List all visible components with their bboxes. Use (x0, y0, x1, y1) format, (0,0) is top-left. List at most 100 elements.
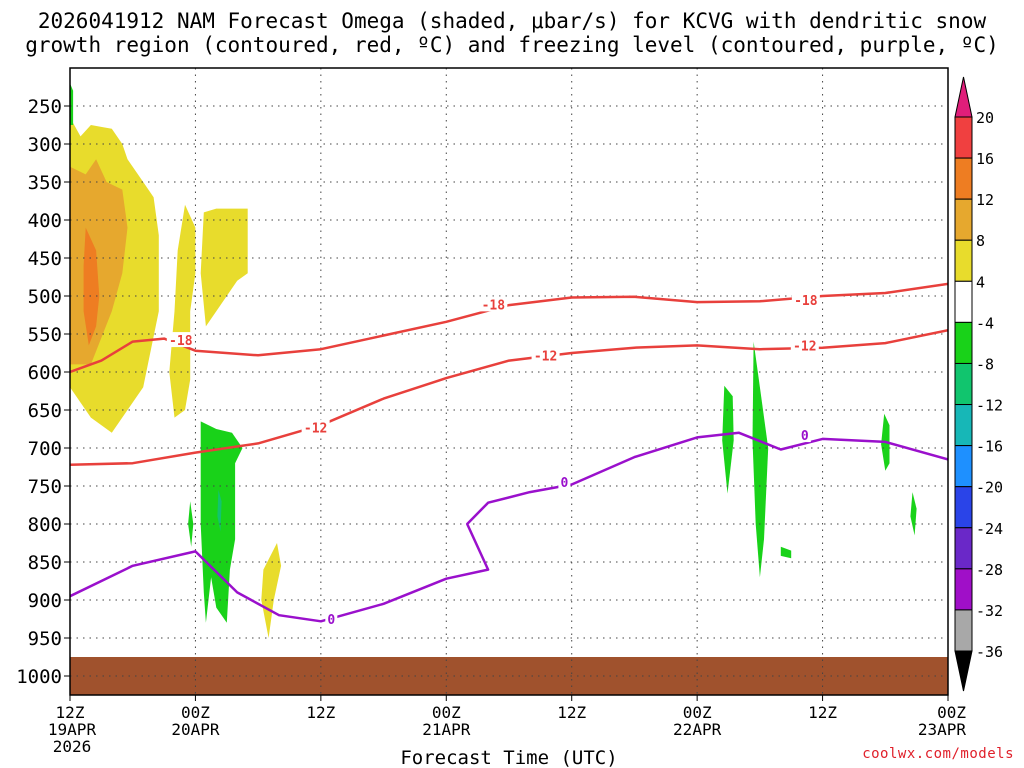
colorbar-label-1: 16 (976, 150, 994, 168)
y-tick-label-250: 250 (28, 96, 62, 118)
colorbar-bin-9 (954, 486, 973, 529)
contour-label-7: 0 (560, 476, 568, 491)
contour-label-8: 0 (801, 429, 809, 444)
contour-label-2: -18 (794, 294, 818, 309)
contour-label-5: -12 (793, 339, 816, 354)
y-tick-label-950: 950 (28, 628, 62, 650)
title-line-1: 2026041912 NAM Forecast Omega (shaded, μ… (37, 9, 987, 33)
grid (70, 68, 948, 695)
shade-omega-4-to-8-mid (169, 204, 196, 418)
x-tick-label-1-1: 00Z (181, 703, 210, 722)
x-tick-label-5-2: 22APR (673, 720, 722, 739)
shaded-omega-layer (70, 83, 917, 638)
x-tick-label-7-2: 23APR (918, 720, 967, 739)
colorbar-label-3: 8 (976, 232, 985, 250)
colorbar-bin-4 (954, 280, 973, 323)
x-tick-label-2-1: 12Z (306, 703, 335, 722)
contour-label-6: 0 (327, 613, 335, 628)
x-tick-label-6-1: 12Z (808, 703, 837, 722)
x-tick-label-3-2: 21APR (422, 720, 471, 739)
y-tick-label-550: 550 (28, 324, 62, 346)
y-tick-label-850: 850 (28, 552, 62, 574)
y-tick-label-750: 750 (28, 476, 62, 498)
colorbar-label-5: -4 (976, 314, 994, 332)
ground-surface (70, 657, 948, 695)
y-tick-label-600: 600 (28, 362, 62, 384)
contour-18-isotherm (70, 282, 948, 374)
contour-label-3: -12 (304, 421, 327, 436)
colorbar-bin-10 (954, 527, 973, 570)
y-tick-label-300: 300 (28, 134, 62, 156)
colorbar-top-arrow (954, 76, 973, 118)
colorbar-bin-12 (954, 609, 973, 652)
x-tick-label-7-1: 00Z (937, 703, 966, 722)
contour-freezing-level-0 (70, 431, 948, 623)
contour-label-bg-7 (558, 474, 571, 490)
shade-omega-12-to-16 (83, 227, 100, 346)
shade-omega-4-to-8-right (200, 208, 248, 327)
colorbar-label-4: 4 (976, 273, 985, 291)
contour-label-4: -12 (534, 349, 557, 364)
colorbar-bin-1 (954, 157, 973, 200)
colorbar-label-10: -24 (976, 520, 1003, 538)
shade-omega-8-to-4-top-left (70, 83, 74, 125)
x-axis-label: Forecast Time (UTC) (400, 747, 617, 768)
ground-layer (70, 657, 948, 695)
colorbar-bin-0 (954, 116, 973, 159)
colorbar-bin-7 (954, 404, 973, 447)
y-tick-label-500: 500 (28, 286, 62, 308)
contour-label-bg-3 (301, 419, 330, 435)
x-tick-label-0-3: 2026 (53, 737, 92, 756)
colorbar-label-9: -20 (976, 479, 1003, 497)
x-tick-label-3-1: 00Z (432, 703, 461, 722)
contour-labels: -18 -18 -18 -12 -12 -12 0 0 0 (166, 291, 820, 628)
shade-omega-8-to-4-b (188, 501, 194, 547)
colorbar-label-2: 12 (976, 191, 994, 209)
y-tick-label-350: 350 (28, 172, 62, 194)
contour-label-bg-5 (790, 337, 819, 353)
contour-label-bg-1 (479, 296, 508, 312)
shade-omega-8-to-4-a (200, 421, 243, 623)
site-credit[interactable]: coolwx.com/models (862, 746, 1014, 762)
colorbar-label-7: -12 (976, 397, 1003, 415)
colorbar-bin-3 (954, 239, 973, 282)
colorbar-label-8: -16 (976, 438, 1003, 456)
shade-omega-8-to-4-g (910, 492, 917, 536)
contour-label-0: -18 (169, 334, 193, 349)
colorbar-bin-5 (954, 321, 973, 364)
contour-label-1: -18 (482, 298, 506, 313)
x-tick-label-0-1: 12Z (56, 703, 85, 722)
x-tick-label-4-1: 12Z (557, 703, 586, 722)
colorbar-label-0: 20 (976, 109, 994, 127)
colorbar-label-6: -8 (976, 355, 994, 373)
shade-omega-4-to-8-lower (261, 543, 282, 638)
contour-label-bg-8 (798, 427, 811, 443)
colorbar-label-13: -36 (976, 643, 1003, 661)
x-tick-label-1-2: 20APR (171, 720, 220, 739)
y-tick-label-800: 800 (28, 514, 62, 536)
y-tick-label-900: 900 (28, 590, 62, 612)
colorbar: 20 16 12 8 4 -4 -8 -12 -16 -20 -24 -28 -32 -36 (954, 76, 1003, 692)
shade-omega-8-to-4-c (722, 385, 734, 494)
shade-omega-8-to-4-d (752, 341, 769, 578)
colorbar-label-12: -32 (976, 602, 1003, 620)
y-tick-label-400: 400 (28, 210, 62, 232)
colorbar-label-11: -28 (976, 561, 1003, 579)
colorbar-bin-11 (954, 568, 973, 611)
title-line-2: growth region (contoured, red, ºC) and f… (25, 33, 999, 57)
y-tick-label-700: 700 (28, 438, 62, 460)
contour-layer (70, 282, 948, 623)
contour-label-bg-6 (325, 611, 338, 626)
contour-label-bg-4 (531, 347, 560, 363)
colorbar-bottom-arrow (954, 650, 973, 692)
y-tick-label-650: 650 (28, 400, 62, 422)
shade-omega-12-to-8 (217, 489, 222, 532)
colorbar-bin-2 (954, 198, 973, 241)
contour-label-bg-2 (791, 291, 820, 307)
shade-omega-8-to-4-e (780, 546, 792, 559)
x-tick-label-5-1: 00Z (683, 703, 712, 722)
contour-label-bg-0 (166, 332, 195, 348)
y-tick-label-1000: 1000 (16, 666, 62, 688)
plot-frame (69, 67, 949, 696)
